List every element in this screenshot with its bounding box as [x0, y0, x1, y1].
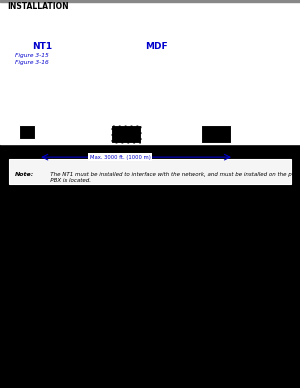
Bar	[201, 125, 231, 143]
Bar	[0, 0, 300, 2]
Text: Max. 3000 ft. (1000 m): Max. 3000 ft. (1000 m)	[90, 155, 150, 159]
Text: Figure 3-16: Figure 3-16	[15, 61, 49, 65]
Text: Figure 3-15: Figure 3-15	[15, 53, 49, 57]
Bar	[0, 0, 300, 12]
Text: NT1: NT1	[32, 42, 52, 51]
Text: INSTALLATION: INSTALLATION	[8, 2, 69, 11]
Bar	[111, 125, 141, 143]
Bar	[9, 159, 291, 184]
Bar	[0, 0, 300, 144]
Text: Note:: Note:	[15, 172, 34, 177]
Bar	[19, 125, 35, 139]
Text: MDF: MDF	[145, 42, 167, 51]
Text: The NT1 must be installed to interface with the network, and must be installed o: The NT1 must be installed to interface w…	[45, 172, 300, 183]
